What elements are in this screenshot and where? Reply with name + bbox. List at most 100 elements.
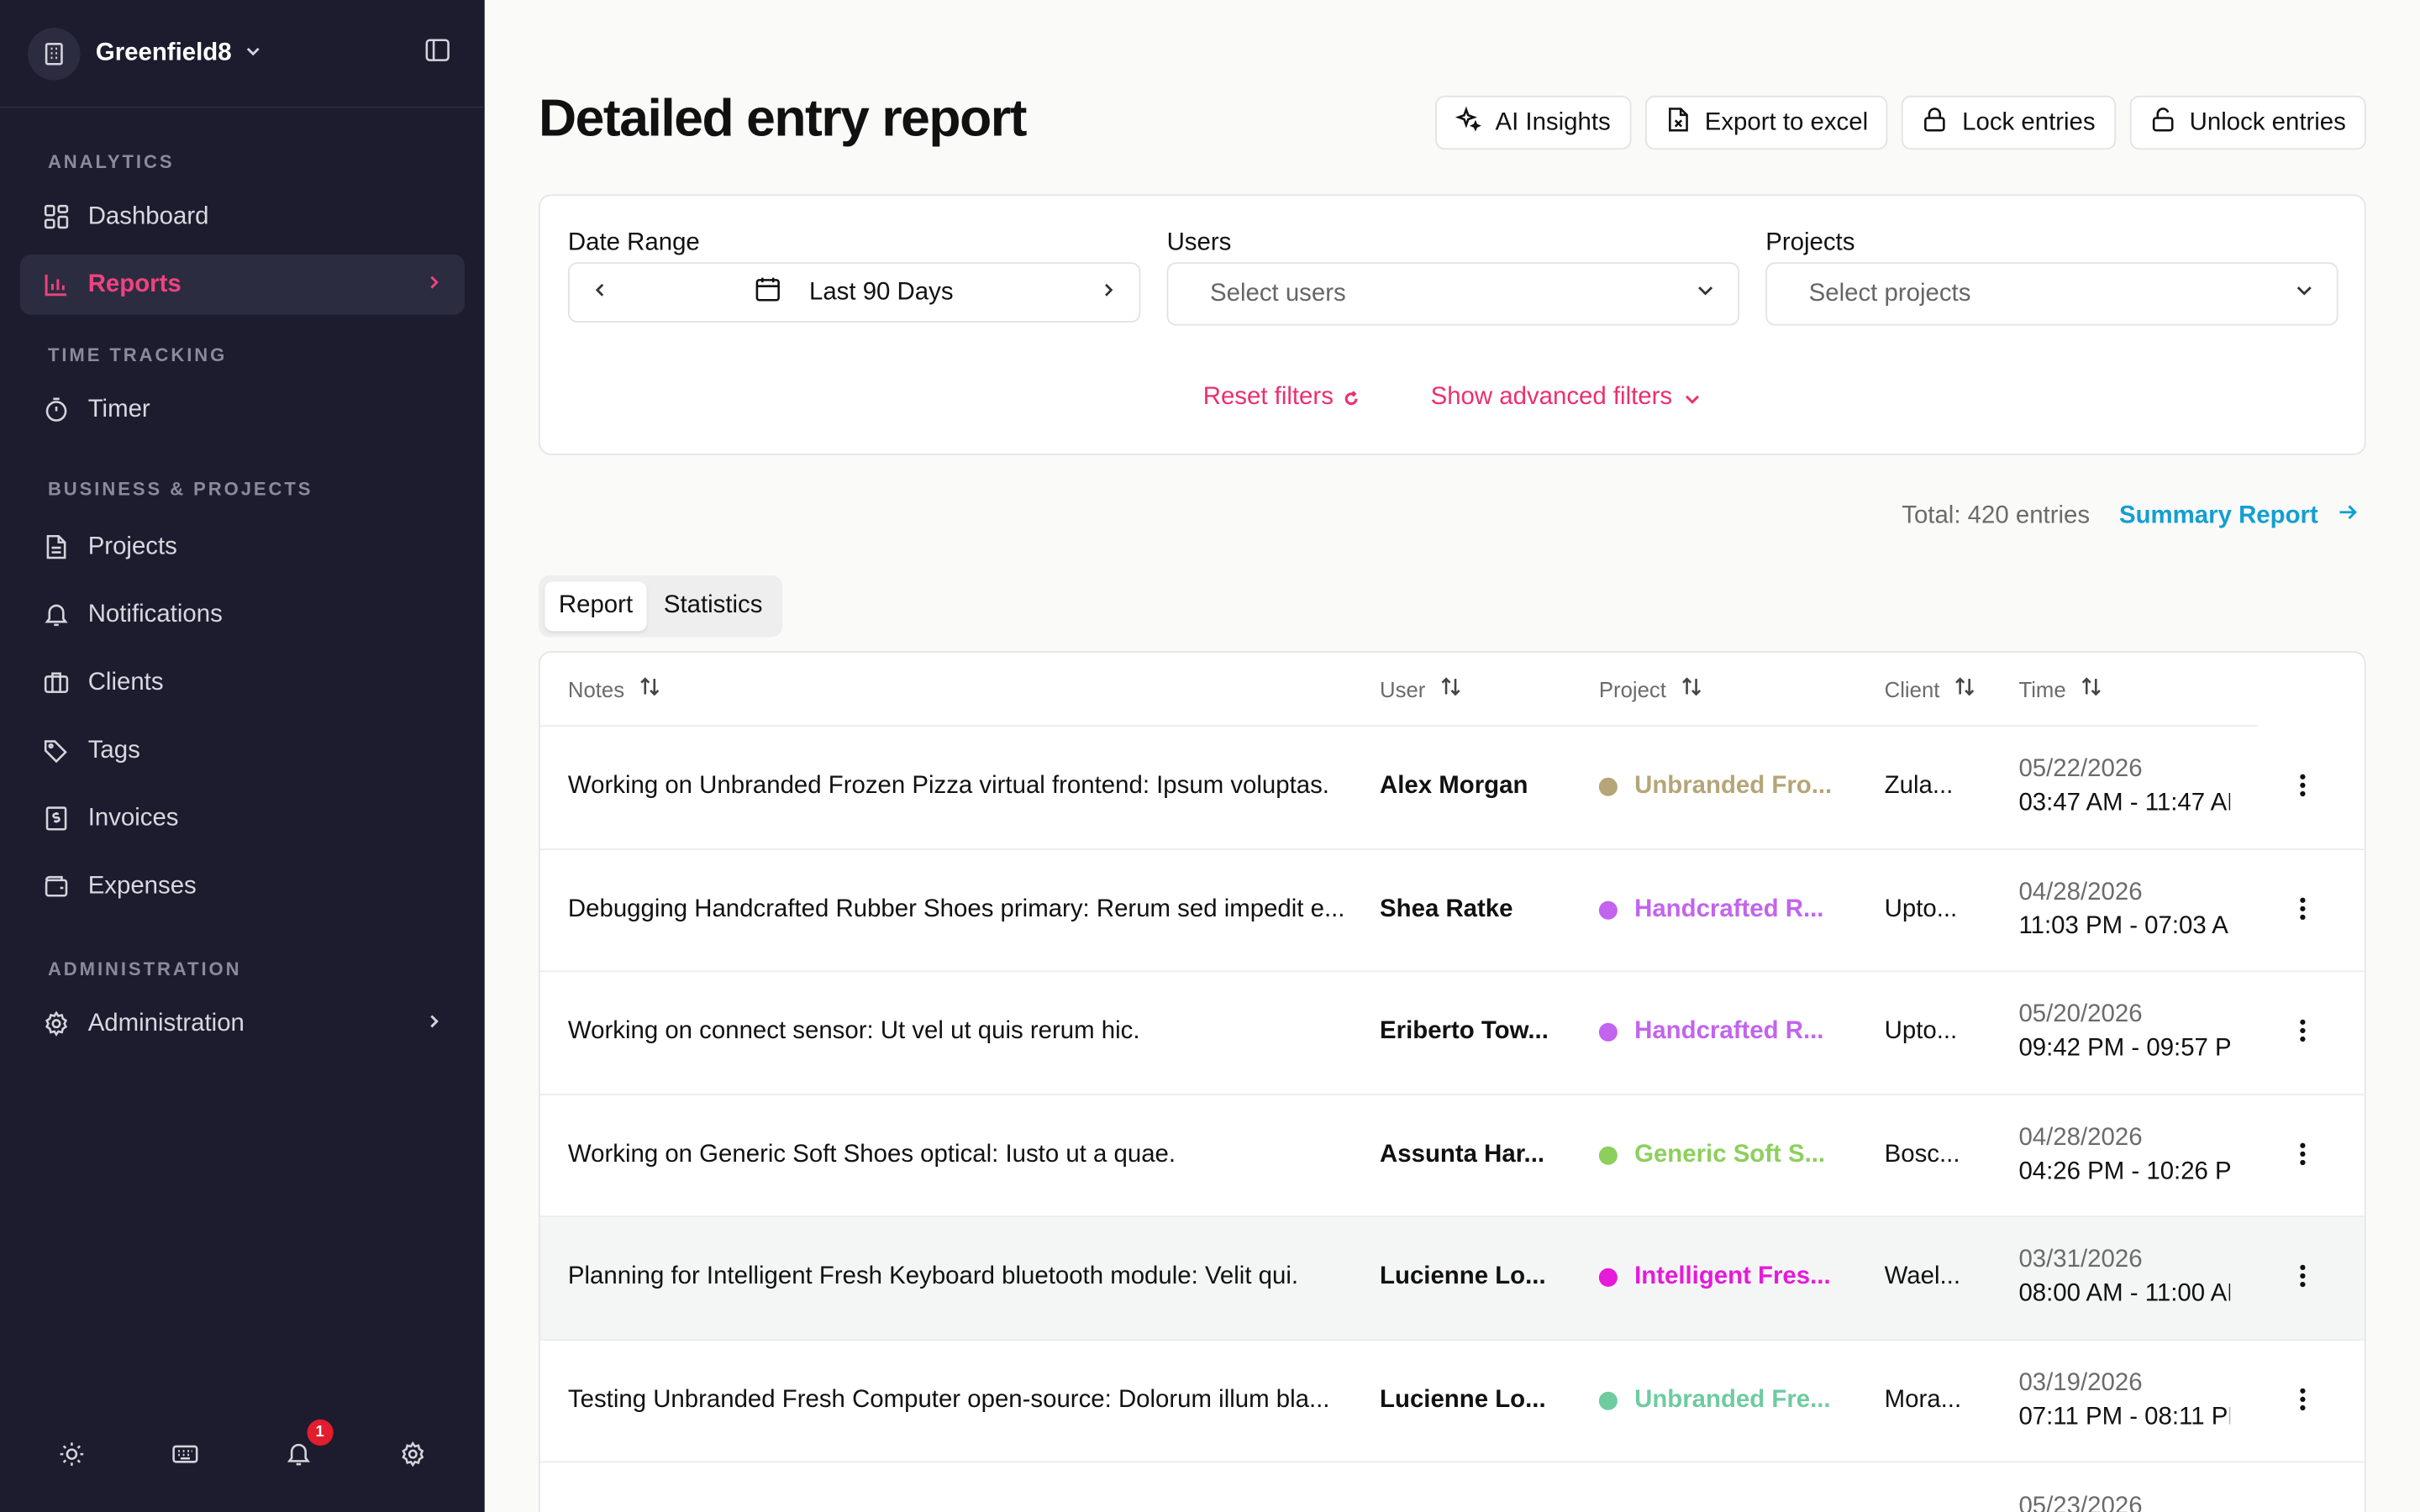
entry-client: Zula... [1884, 773, 1954, 800]
project-color-dot [1598, 900, 1618, 920]
sidebar-item-notifications[interactable]: Notifications [20, 585, 465, 645]
entry-project: Handcrafted R... [1598, 896, 1885, 924]
date-range-filter: Date Range Last 90 Days [567, 230, 1141, 323]
users-select[interactable]: Select users [1166, 262, 1740, 326]
sidebar-item-projects[interactable]: Projects [20, 517, 465, 577]
entry-client: Bosc... [1884, 1141, 1960, 1168]
notifications-bell-icon[interactable]: 1 [281, 1419, 334, 1472]
table-row[interactable]: Planning for Intelligent Fresh Keyboard … [539, 1217, 2365, 1341]
tab-report[interactable]: Report [544, 581, 647, 632]
totals-bar: Total: 420 entries Summary Report [1902, 501, 2358, 531]
more-options-icon[interactable] [2300, 1141, 2306, 1173]
dashboard-icon [42, 203, 70, 231]
sidebar-item-label: Projects [87, 533, 177, 559]
column-project[interactable]: Project [1599, 675, 1885, 704]
project-color-dot [1598, 1268, 1618, 1288]
workspace-switcher[interactable]: Greenfield8 [0, 0, 485, 108]
sort-icon [1679, 675, 1703, 704]
building-icon [28, 27, 81, 80]
sidebar-item-clients[interactable]: Clients [20, 653, 465, 713]
projects-filter: Projects Select projects [1765, 230, 2338, 326]
date-range-picker[interactable]: Last 90 Days [567, 262, 1141, 323]
sidebar: Greenfield8 ANALYTICS Dashboard Reports … [0, 0, 485, 1512]
more-options-icon[interactable] [2300, 773, 2306, 806]
entry-date: 05/23/2026 [2018, 1493, 2143, 1512]
notification-count-badge: 1 [307, 1419, 334, 1446]
entry-user: Assunta Har... [1380, 1141, 1545, 1168]
unlock-icon [2149, 106, 2175, 139]
summary-report-link[interactable]: Summary Report [2119, 501, 2359, 531]
column-client[interactable]: Client [1885, 675, 2019, 704]
gear-icon [42, 1010, 70, 1037]
entry-project: Handcrafted R... [1598, 1019, 1885, 1047]
file-export-icon [1665, 106, 1691, 139]
column-time[interactable]: Time [2018, 675, 2230, 704]
sidebar-item-invoices[interactable]: Invoices [20, 789, 465, 849]
wallet-icon [42, 873, 70, 900]
entry-time: 04/28/2026 04:26 PM - 10:26 PM [2018, 1121, 2230, 1189]
entry-date: 03/19/2026 [2018, 1369, 2143, 1396]
sidebar-item-expenses[interactable]: Expenses [20, 856, 465, 916]
tab-statistics[interactable]: Statistics [663, 592, 763, 619]
entry-user: Eriberto Tow... [1380, 1018, 1549, 1045]
entry-time-range: 11:03 PM - 07:03 AM [2018, 912, 2231, 940]
table-row[interactable]: 05/23/2026 [540, 1462, 2365, 1512]
sidebar-item-label: Invoices [87, 804, 179, 832]
sidebar-item-administration[interactable]: Administration [20, 994, 465, 1054]
document-icon [42, 533, 70, 561]
chevron-left-icon[interactable] [591, 279, 609, 307]
entry-project: Unbranded Fre... [1598, 1387, 1885, 1415]
project-color-dot [1598, 1146, 1618, 1165]
view-tabs: Report Statistics [539, 575, 783, 638]
entry-time: 05/22/2026 03:47 AM - 11:47 AM [2018, 753, 2230, 822]
sidebar-item-dashboard[interactable]: Dashboard [20, 186, 465, 247]
more-options-icon[interactable] [2300, 1263, 2306, 1296]
table-header: Notes User Project Client Time [539, 653, 2259, 727]
table-row[interactable]: Testing Unbranded Fresh Computer open-so… [539, 1340, 2365, 1463]
entry-notes: Working on Unbranded Frozen Pizza virtua… [567, 773, 1329, 800]
ai-insights-button[interactable]: AI Insights [1434, 95, 1631, 150]
lock-icon [1922, 106, 1948, 139]
chevron-down-icon [1695, 279, 1717, 308]
column-user[interactable]: User [1380, 675, 1599, 704]
entry-user: Alex Morgan [1380, 773, 1528, 800]
more-options-icon[interactable] [2300, 1018, 2306, 1051]
section-business-projects: BUSINESS & PROJECTS [47, 478, 313, 501]
show-advanced-filters-link[interactable]: Show advanced filters [1431, 384, 1702, 412]
workspace-name: Greenfield8 [95, 39, 232, 66]
entry-notes: Working on Generic Soft Shoes optical: I… [567, 1141, 1176, 1168]
column-notes[interactable]: Notes [540, 675, 1380, 704]
table-row[interactable]: Working on Unbranded Frozen Pizza virtua… [539, 727, 2365, 850]
sun-icon[interactable] [54, 1435, 91, 1472]
lock-entries-button[interactable]: Lock entries [1902, 95, 2116, 150]
settings-gear-icon[interactable] [394, 1435, 431, 1472]
entry-time-range: 03:47 AM - 11:47 AM [2018, 790, 2231, 817]
unlock-entries-button[interactable]: Unlock entries [2129, 95, 2366, 150]
projects-select[interactable]: Select projects [1765, 262, 2338, 326]
entry-time: 04/28/2026 11:03 PM - 07:03 AM [2018, 876, 2230, 944]
sidebar-item-label: Timer [87, 396, 150, 423]
export-excel-button[interactable]: Export to excel [1644, 95, 1888, 150]
sidebar-toggle-icon[interactable] [424, 36, 450, 70]
table-row[interactable]: Working on connect sensor: Ut vel ut qui… [539, 972, 2365, 1095]
table-row[interactable]: Debugging Handcrafted Rubber Shoes prima… [539, 849, 2365, 973]
more-options-icon[interactable] [2300, 1386, 2306, 1419]
reset-filters-link[interactable]: Reset filters [1203, 384, 1360, 412]
more-options-icon[interactable] [2300, 895, 2306, 928]
users-filter: Users Select users [1166, 230, 1740, 326]
sidebar-item-label: Dashboard [87, 202, 209, 229]
sidebar-item-tags[interactable]: Tags [20, 721, 465, 781]
chevron-right-icon[interactable] [1099, 279, 1118, 307]
entry-user: Lucienne Lo... [1380, 1263, 1546, 1290]
sort-icon [1438, 675, 1462, 704]
entry-client: Upto... [1884, 895, 1958, 922]
sort-icon [2078, 675, 2102, 704]
sidebar-item-reports[interactable]: Reports [19, 255, 465, 315]
project-color-dot [1598, 1023, 1618, 1042]
keyboard-icon[interactable] [167, 1435, 204, 1472]
entry-notes: Testing Unbranded Fresh Computer open-so… [567, 1386, 1330, 1413]
table-row[interactable]: Working on Generic Soft Shoes optical: I… [539, 1095, 2365, 1218]
total-entries: Total: 420 entries [1902, 501, 2091, 529]
entry-notes: Planning for Intelligent Fresh Keyboard … [567, 1263, 1299, 1290]
sidebar-item-timer[interactable]: Timer [20, 380, 465, 440]
